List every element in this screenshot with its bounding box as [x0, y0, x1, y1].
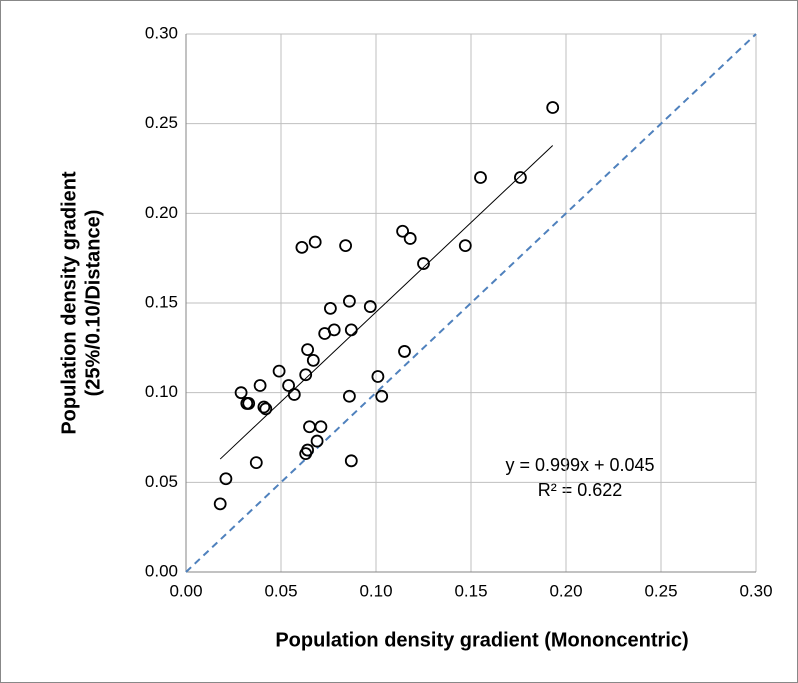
x-axis-title: Population density gradient (Mononcentri… — [275, 629, 688, 651]
y-tick-label: 0.10 — [145, 382, 178, 401]
point — [259, 402, 273, 416]
y-tick-label: 0.05 — [145, 472, 178, 491]
y-tick-label: 0.30 — [145, 23, 178, 42]
equation: y = 0.999x + 0.045 — [505, 455, 654, 475]
x-tick-label: 0.05 — [264, 581, 297, 600]
y-axis-title: Population density gradient — [58, 171, 80, 435]
point — [314, 420, 328, 434]
point — [546, 101, 560, 114]
point — [308, 235, 322, 249]
point — [253, 379, 267, 392]
point — [371, 370, 385, 383]
x-tick-label: 0.15 — [454, 581, 487, 600]
x-tick-label: 0.00 — [169, 581, 202, 600]
point — [344, 454, 358, 468]
point — [342, 389, 356, 403]
point — [282, 379, 296, 392]
point — [213, 497, 227, 511]
point — [363, 300, 377, 313]
x-tick-label: 0.30 — [739, 581, 772, 600]
point — [339, 239, 353, 253]
point — [327, 323, 341, 337]
y-axis-title: (25%/0.10/Distance) — [82, 210, 104, 397]
point — [242, 397, 256, 410]
point — [219, 472, 233, 486]
trendline — [219, 145, 554, 460]
point — [301, 343, 315, 357]
point — [417, 257, 430, 270]
point — [234, 386, 248, 400]
point — [323, 301, 337, 315]
point — [396, 224, 410, 238]
point — [403, 232, 417, 245]
point — [310, 434, 324, 448]
r-squared: R² = 0.622 — [538, 480, 623, 500]
x-tick-label: 0.20 — [549, 581, 582, 600]
point — [375, 389, 389, 403]
y-tick-label: 0.15 — [145, 292, 178, 311]
point — [306, 353, 320, 367]
y-tick-label: 0.25 — [145, 113, 178, 132]
point — [249, 456, 263, 470]
point — [474, 171, 487, 184]
y-tick-label: 0.00 — [145, 561, 178, 580]
point — [398, 345, 411, 358]
point — [514, 171, 527, 184]
point — [299, 368, 313, 382]
x-tick-label: 0.10 — [359, 581, 392, 600]
point — [272, 364, 286, 378]
diagonal-line — [185, 33, 757, 573]
y-tick-label: 0.20 — [145, 203, 178, 222]
point — [295, 241, 309, 254]
point — [342, 294, 356, 308]
point — [458, 239, 472, 253]
x-tick-label: 0.25 — [644, 581, 677, 600]
point — [287, 388, 301, 401]
point — [301, 443, 315, 457]
point — [344, 323, 358, 337]
point — [257, 400, 271, 414]
